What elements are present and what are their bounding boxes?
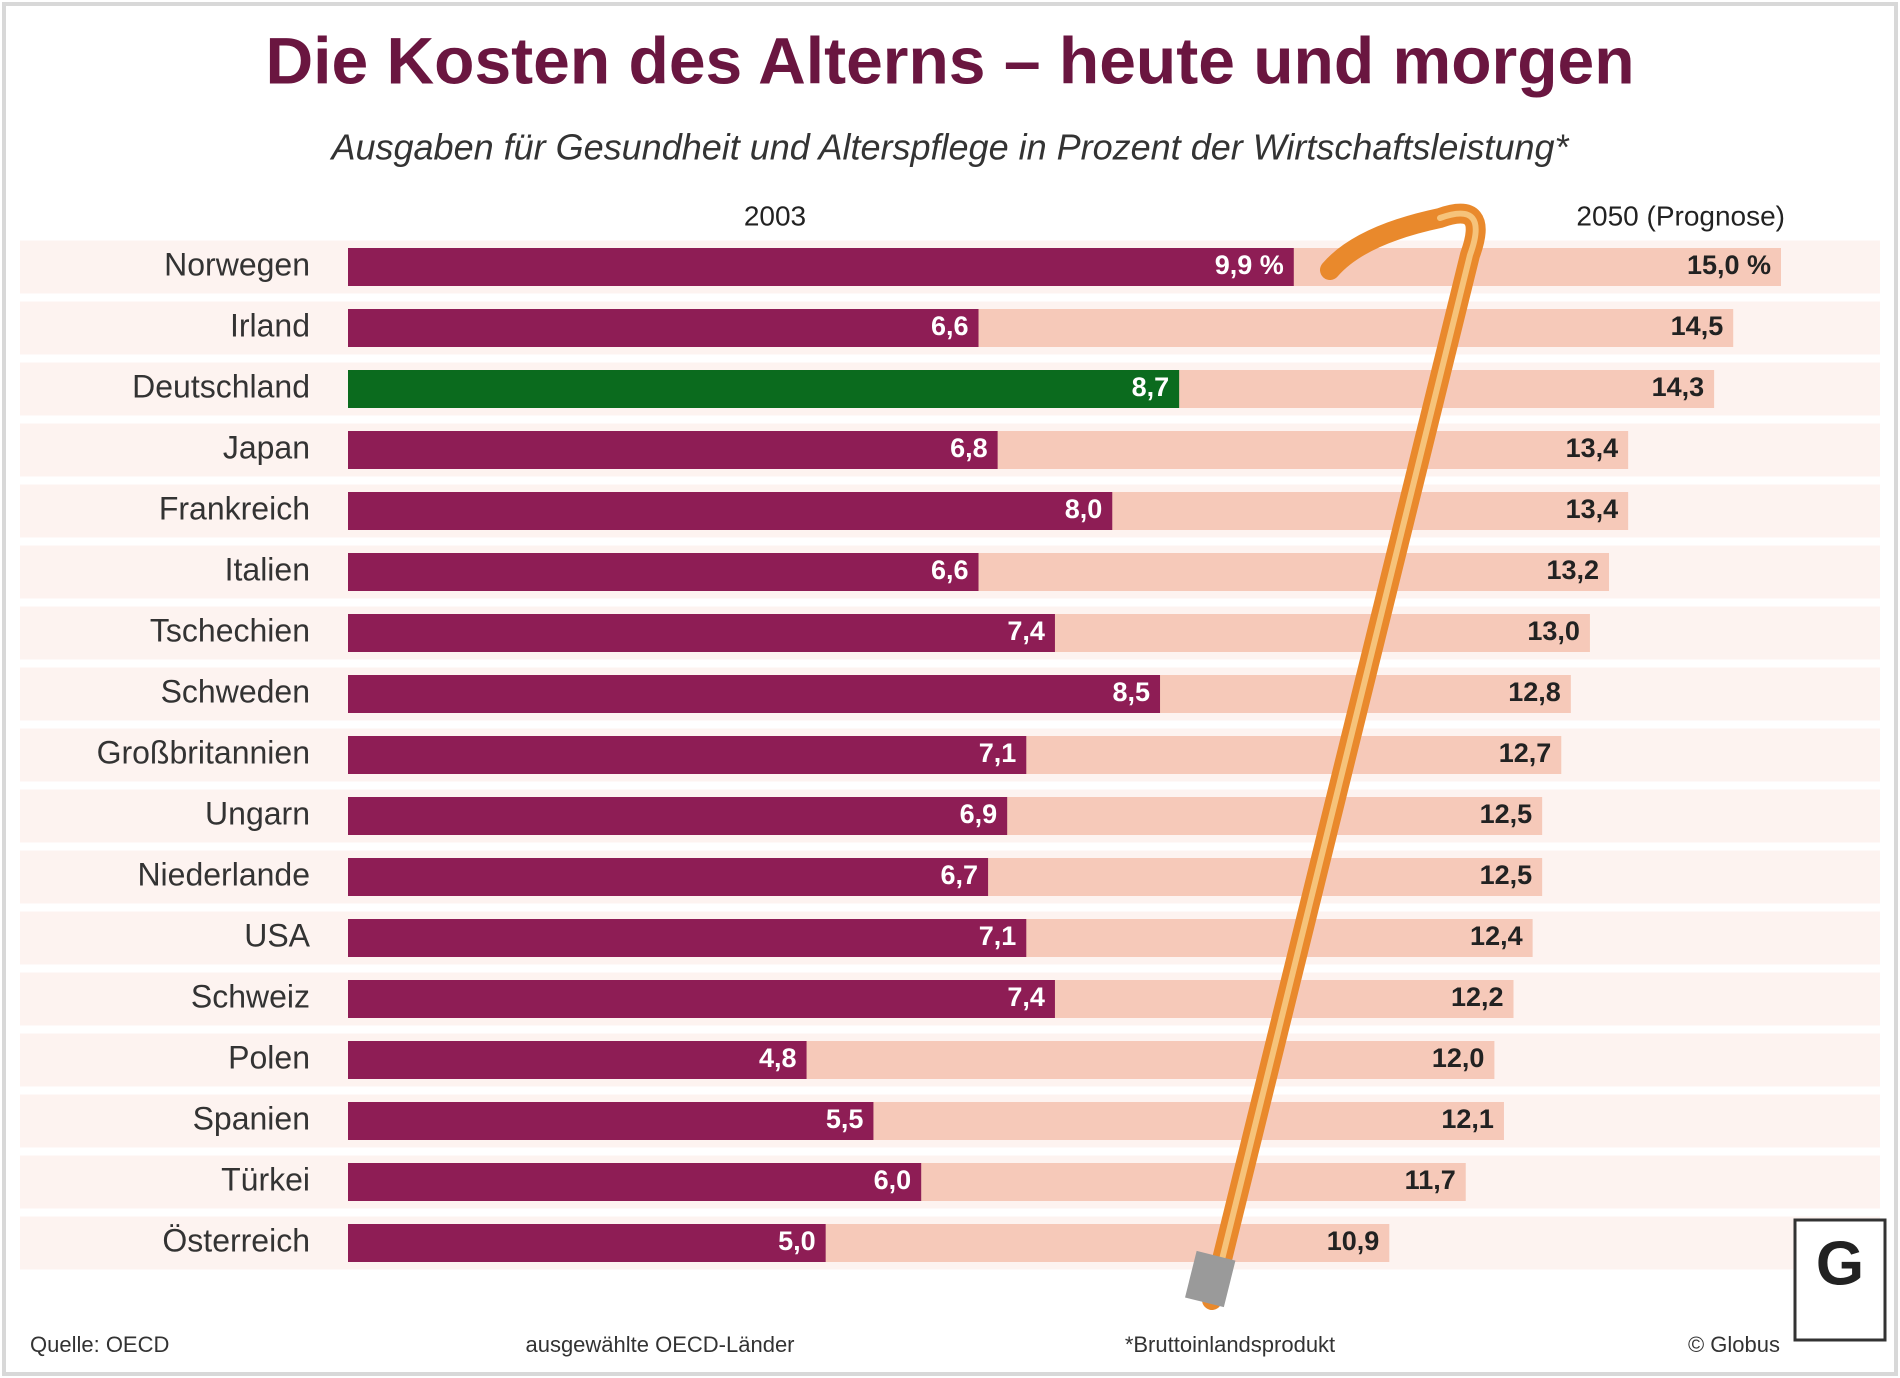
category-label: Schweden xyxy=(161,673,310,709)
category-label: Irland xyxy=(230,307,310,343)
value-label: 12,4 xyxy=(1470,921,1523,951)
note: ausgewählte OECD-Länder xyxy=(525,1332,794,1357)
bar-2003 xyxy=(348,614,1055,652)
value-label: 14,3 xyxy=(1652,372,1705,402)
chart-title: Die Kosten des Alterns – heute und morge… xyxy=(265,23,1634,97)
value-label: 8,7 xyxy=(1132,372,1170,402)
bar-2003 xyxy=(348,675,1161,713)
bar-2003 xyxy=(348,1041,807,1079)
category-label: Norwegen xyxy=(164,246,310,282)
chart-subtitle: Ausgaben für Gesundheit und Alterspflege… xyxy=(329,127,1569,168)
category-label: USA xyxy=(244,917,310,953)
value-label: 7,4 xyxy=(1007,616,1045,646)
category-label: Schweiz xyxy=(191,978,310,1014)
bar-2003 xyxy=(348,248,1294,286)
category-label: Italien xyxy=(225,551,310,587)
legend-label: 2050 (Prognose) xyxy=(1576,200,1785,231)
legend-label: 2003 xyxy=(744,200,806,231)
value-label: 10,9 xyxy=(1327,1226,1380,1256)
value-label: 5,0 xyxy=(778,1226,816,1256)
value-label: 15,0 % xyxy=(1687,250,1771,280)
bar-2003 xyxy=(348,370,1180,408)
category-label: Niederlande xyxy=(137,856,310,892)
category-label: Türkei xyxy=(221,1161,310,1197)
bar-2003 xyxy=(348,736,1027,774)
category-label: Frankreich xyxy=(159,490,310,526)
bar-2003 xyxy=(348,553,979,591)
value-label: 5,5 xyxy=(826,1104,864,1134)
value-label: 13,2 xyxy=(1546,555,1599,585)
value-label: 6,8 xyxy=(950,433,988,463)
bar-2003 xyxy=(348,431,998,469)
category-label: Japan xyxy=(223,429,310,465)
value-label: 13,4 xyxy=(1566,494,1619,524)
value-label: 12,2 xyxy=(1451,982,1504,1012)
value-label: 6,7 xyxy=(941,860,979,890)
bar-2003 xyxy=(348,492,1113,530)
value-label: 6,6 xyxy=(931,555,969,585)
value-label: 9,9 % xyxy=(1215,250,1284,280)
bar-2003 xyxy=(348,1224,826,1262)
bar-2003 xyxy=(348,919,1027,957)
plot: 2003 2050 (Prognose) Norwegen 15,0 % 9,9 % Ir… xyxy=(20,200,1880,1270)
bar-2003 xyxy=(348,797,1008,835)
bar-2003 xyxy=(348,1102,874,1140)
value-label: 6,0 xyxy=(874,1165,912,1195)
value-label: 6,9 xyxy=(960,799,998,829)
value-label: 13,4 xyxy=(1566,433,1619,463)
bar-2003 xyxy=(348,1163,922,1201)
cane-highlight xyxy=(1209,210,1479,1303)
value-label: 8,0 xyxy=(1065,494,1103,524)
category-label: Deutschland xyxy=(132,368,310,404)
value-label: 12,1 xyxy=(1441,1104,1494,1134)
value-label: 11,7 xyxy=(1405,1165,1456,1195)
value-label: 7,1 xyxy=(979,921,1017,951)
footnote: *Bruttoinlandsprodukt xyxy=(1125,1332,1335,1357)
value-label: 12,0 xyxy=(1432,1043,1485,1073)
logo-box xyxy=(1793,1218,1887,1342)
bar-2003 xyxy=(348,858,989,896)
category-label: Ungarn xyxy=(205,795,310,831)
bar-2003 xyxy=(348,309,979,347)
category-label: Großbritannien xyxy=(97,734,310,770)
category-label: Polen xyxy=(228,1039,310,1075)
value-label: 13,0 xyxy=(1527,616,1580,646)
value-label: 12,7 xyxy=(1499,738,1552,768)
bar-2003 xyxy=(348,980,1055,1018)
source: Quelle: OECD xyxy=(30,1332,169,1357)
value-label: 7,1 xyxy=(979,738,1017,768)
value-label: 12,8 xyxy=(1508,677,1561,707)
credit: © Globus xyxy=(1688,1332,1780,1357)
value-label: 12,5 xyxy=(1480,860,1533,890)
value-label: 6,6 xyxy=(931,311,969,341)
logo: G xyxy=(1816,1229,1864,1298)
value-label: 7,4 xyxy=(1007,982,1045,1012)
value-label: 4,8 xyxy=(759,1043,797,1073)
value-label: 12,5 xyxy=(1480,799,1533,829)
category-label: Österreich xyxy=(162,1222,310,1258)
category-label: Tschechien xyxy=(150,612,310,648)
category-label: Spanien xyxy=(193,1100,310,1136)
value-label: 8,5 xyxy=(1112,677,1150,707)
value-label: 14,5 xyxy=(1671,311,1724,341)
cane-tip xyxy=(1185,1250,1236,1308)
